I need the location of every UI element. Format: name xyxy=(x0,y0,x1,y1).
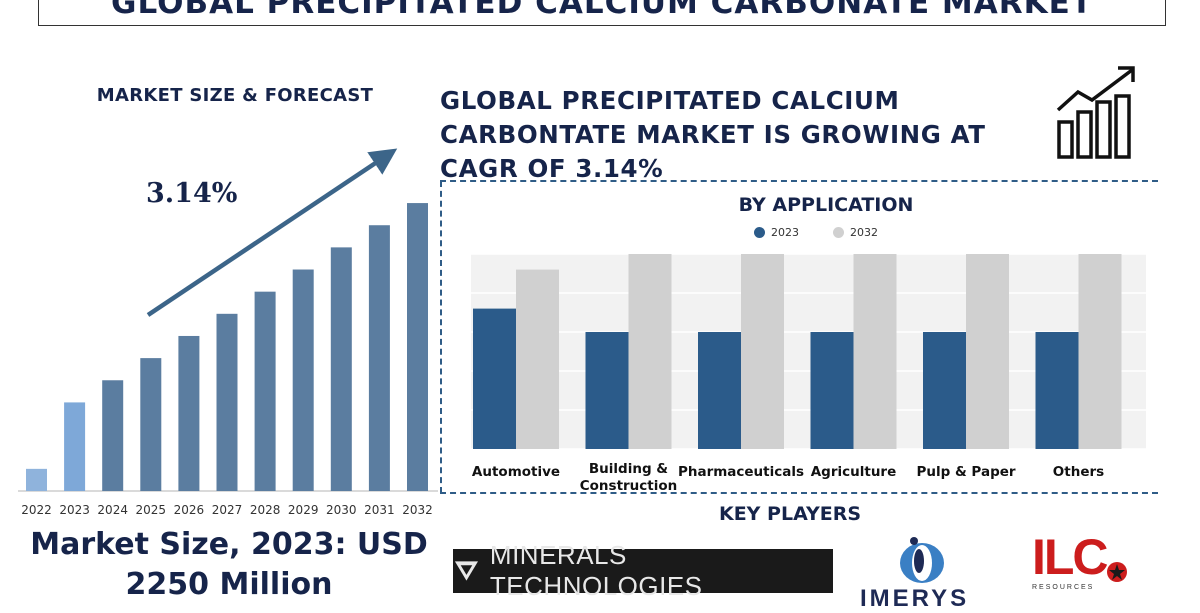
market-size-line-1: Market Size, 2023: USD xyxy=(30,527,428,562)
legend-label-2032: 2032 xyxy=(850,226,878,239)
forecast-tick-2026: 2026 xyxy=(174,503,205,517)
application-category-label: Agriculture xyxy=(811,464,897,480)
ilc-star-icon xyxy=(1107,562,1127,582)
application-bar-chart: Automotive Building &ConstructionPharmace… xyxy=(471,253,1146,494)
bar-2032-others xyxy=(1078,254,1122,449)
forecast-bar-2031 xyxy=(368,225,390,491)
key-players-heading: KEY PLAYERS xyxy=(718,503,862,525)
forecast-tick-2025: 2025 xyxy=(136,503,167,517)
growth-headline: GLOBAL PRECIPITATED CALCIUM CARBONTATE M… xyxy=(440,86,986,183)
legend-item-2023: 2023 xyxy=(754,226,799,239)
bar-2032-automotive xyxy=(516,269,559,449)
market-size-line-2: 2250 Million xyxy=(125,567,333,602)
forecast-bar-2024 xyxy=(102,380,124,491)
cagr-annotation: 3.14% xyxy=(146,178,238,209)
forecast-bar-2028 xyxy=(254,291,276,491)
forecast-tick-2022: 2022 xyxy=(21,503,52,517)
page-title: GLOBAL PRECIPITATED CALCIUM CARBONATE MA… xyxy=(111,0,1093,21)
divider-top xyxy=(440,180,1158,182)
forecast-bar-2027 xyxy=(216,313,238,491)
bar-2032-pharmaceuticals xyxy=(741,254,784,449)
forecast-bar-chart: 2022 2023 2024 2025 2026 2027 2028 2029 2030 2031… xyxy=(18,148,438,517)
forecast-bar-2030 xyxy=(330,247,352,491)
minerals-technologies-name: MINERALS TECHNOLOGIES xyxy=(489,540,703,601)
forecast-tick-2024: 2024 xyxy=(97,503,128,517)
ilc-subtitle: RESOURCES xyxy=(1032,584,1095,591)
imerys-emblem-icon xyxy=(900,537,944,583)
bar-2023-others xyxy=(1035,332,1079,449)
bar-2023-agriculture xyxy=(810,332,854,449)
divider-bottom xyxy=(440,492,1158,494)
bar-2023-pulp-paper xyxy=(923,332,966,449)
bar-2032-agriculture xyxy=(853,254,897,449)
legend-label-2023: 2023 xyxy=(771,226,799,239)
market-size-forecast-heading: MARKET SIZE & FORECAST xyxy=(96,85,374,106)
bar-2023-building-construction xyxy=(585,332,629,449)
forecast-bar-2026 xyxy=(178,335,200,491)
legend-item-2032: 2032 xyxy=(833,226,878,239)
bar-2032-building-construction xyxy=(628,254,672,449)
title-banner: GLOBAL PRECIPITATED CALCIUM CARBONATE MA… xyxy=(38,0,1166,26)
minerals-technologies-emblem-icon xyxy=(454,561,478,581)
forecast-tick-2027: 2027 xyxy=(212,503,243,517)
application-plot-area xyxy=(471,254,1146,449)
application-category-label: Building & xyxy=(589,461,668,477)
forecast-tick-2031: 2031 xyxy=(364,503,395,517)
application-heading: BY APPLICATION xyxy=(738,194,914,216)
forecast-bar-2023 xyxy=(64,402,86,491)
forecast-bar-2022 xyxy=(26,468,47,491)
growth-chart-icon xyxy=(1056,66,1135,159)
application-category-label: Others xyxy=(1053,464,1104,480)
legend-swatch-2023 xyxy=(754,227,765,238)
imerys-name: IMERYS xyxy=(860,585,970,612)
divider-vertical xyxy=(440,181,442,493)
application-legend: 2023 2032 xyxy=(754,226,878,239)
growth-arrow xyxy=(146,148,398,317)
forecast-bar-2025 xyxy=(140,358,162,491)
forecast-tick-2028: 2028 xyxy=(250,503,281,517)
ilc-name: ILC xyxy=(1032,529,1109,585)
minerals-technologies-logo: MINERALS TECHNOLOGIES xyxy=(453,540,833,601)
bar-2023-pharmaceuticals xyxy=(698,332,741,449)
forecast-bar-2029 xyxy=(292,269,314,491)
bar-2032-pulp-paper xyxy=(966,254,1009,449)
application-category-label: Automotive xyxy=(472,464,560,480)
forecast-tick-2030: 2030 xyxy=(326,503,357,517)
forecast-bar-2032 xyxy=(407,203,428,491)
forecast-tick-2032: 2032 xyxy=(402,503,433,517)
market-size-caption: Market Size, 2023: USD 2250 Million xyxy=(0,525,458,605)
application-category-label: Pharmaceuticals xyxy=(678,464,804,480)
application-category-label: Pulp & Paper xyxy=(916,464,1015,480)
bar-2023-automotive xyxy=(473,308,516,449)
forecast-tick-2029: 2029 xyxy=(288,503,319,517)
legend-swatch-2032 xyxy=(833,227,844,238)
forecast-tick-2023: 2023 xyxy=(59,503,90,517)
application-category-label: Construction xyxy=(580,478,678,494)
